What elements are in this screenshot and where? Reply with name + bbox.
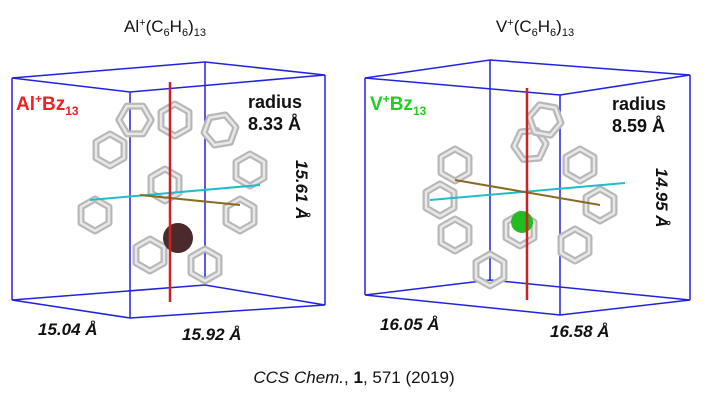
panel-title: V+(C6H6)13 [496, 17, 574, 39]
text-part: , [344, 368, 353, 387]
text-part: 13 [194, 27, 206, 39]
radius-word: radius [612, 94, 666, 114]
text-part: ) [188, 17, 194, 36]
depth-label: 16.05 Å [380, 315, 440, 334]
text-part: 6 [182, 27, 188, 39]
depth-label: 15.04 Å [38, 320, 98, 339]
cluster-label: Al+Bz13 [16, 92, 79, 118]
text-part: + [383, 92, 390, 106]
text-part: V [370, 94, 383, 115]
height-label: 15.61 Å [292, 160, 311, 220]
text-part: V [496, 17, 508, 36]
radius-value: 8.33 Å [248, 114, 301, 134]
width-label: 16.58 Å [550, 322, 610, 341]
left-structure [11, 61, 326, 319]
text-part: 6 [550, 27, 556, 39]
text-part: + [35, 92, 42, 106]
text-part: H [538, 17, 550, 36]
right-structure [364, 59, 691, 316]
text-part: Al [124, 17, 139, 36]
text-part: (C [514, 17, 532, 36]
text-part: Al [16, 94, 35, 115]
text-part: CCS Chem. [253, 368, 344, 387]
width-label: 15.92 Å [182, 325, 242, 344]
radius-word: radius [248, 92, 302, 112]
height-label: 14.95 Å [652, 168, 671, 228]
text-part: 13 [65, 104, 79, 118]
panel-title: Al+(C6H6)13 [124, 17, 206, 39]
cluster-label: V+Bz13 [370, 92, 427, 118]
radius-value: 8.59 Å [612, 116, 665, 136]
text-part: ) [556, 17, 562, 36]
text-part: 6 [532, 27, 538, 39]
text-part: (C [146, 17, 164, 36]
citation: CCS Chem., 1, 571 (2019) [253, 368, 454, 387]
text-part: 1 [353, 368, 362, 387]
text-part: + [139, 17, 145, 29]
text-part: 13 [562, 27, 574, 39]
text-part: 6 [164, 27, 170, 39]
text-part: 13 [413, 104, 427, 118]
text-part: + [507, 17, 513, 29]
text-part: , 571 (2019) [363, 368, 455, 387]
text-part: Bz [390, 94, 413, 115]
text-part: Bz [42, 94, 65, 115]
text-part: H [170, 17, 182, 36]
